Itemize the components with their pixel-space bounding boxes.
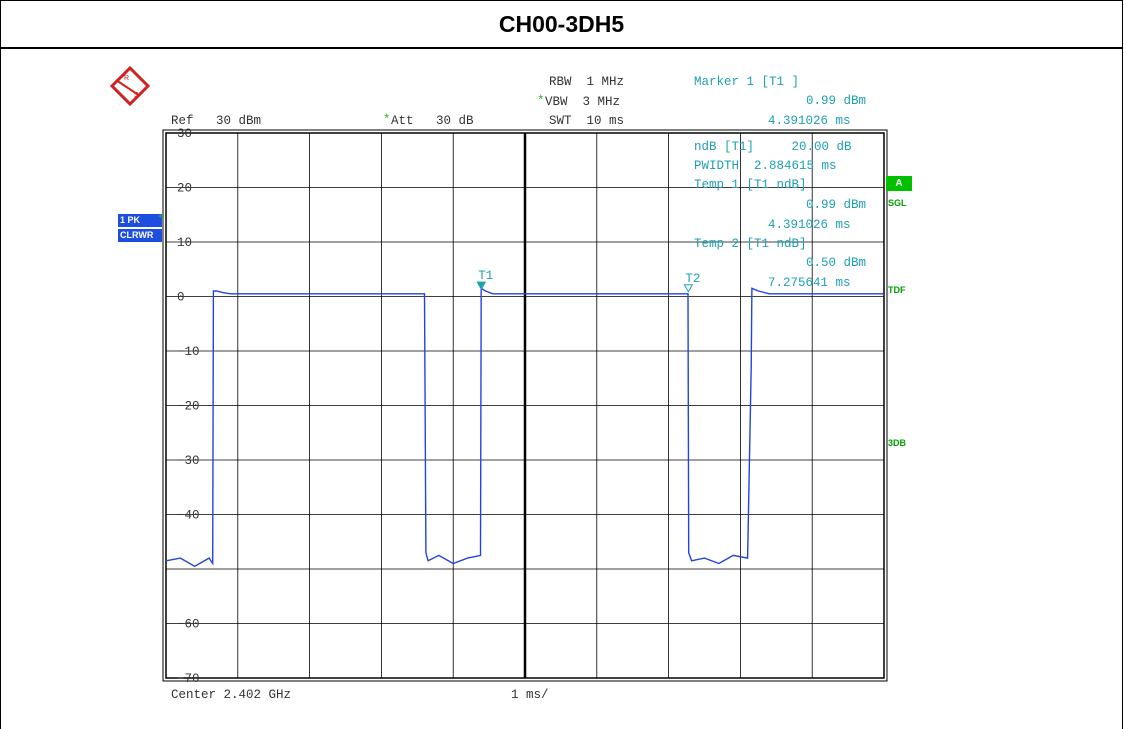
temp2-title: Temp 2 [T1 ndB] [694,237,807,251]
y-tick-label: 0 [177,291,185,305]
svg-text:R: R [124,75,129,82]
marker-level: 0.99 dBm [806,94,866,108]
y-tick-label: 20 [177,182,192,196]
temp2-time: 7.275641 ms [768,276,851,290]
ndb-line: ndB [T1] 20.00 dB [694,140,852,154]
svg-text:S: S [134,92,139,99]
pk-badge: 1 PK [118,214,162,227]
pk-star: * [158,212,164,224]
rbw: RBW 1 MHz [549,75,624,89]
clrwr-badge: CLRWR [118,229,162,242]
marker-t1-symbol [477,282,485,289]
swt: SWT 10 ms [549,114,624,128]
db3-label: 3DB [888,438,906,448]
y-tick-label: −30 [177,454,200,468]
sgl-label: SGL [888,198,907,208]
vbw-star: * [537,94,545,108]
y-tick-label: −20 [177,400,200,414]
markers-layer: T1 T2 [477,269,700,292]
attenuation: Att 30 dB [391,114,474,128]
marker-t1-label: T1 [478,269,493,283]
marker-time: 4.391026 ms [768,114,851,128]
y-tick-label: 30 [177,127,192,141]
temp1-time: 4.391026 ms [768,218,851,232]
tdf-label: TDF [888,285,906,295]
pwidth: PWIDTH 2.884615 ms [694,159,837,173]
temp1-title: Temp 1 [T1 ndB] [694,178,807,192]
marker-t2-symbol [684,285,692,292]
att-star: * [383,113,391,127]
time-per-div: 1 ms/ [511,688,549,702]
y-tick-label: 10 [177,236,192,250]
grid [163,130,887,681]
y-tick-label: −40 [177,509,200,523]
vbw: VBW 3 MHz [545,95,620,109]
rs-logo: R S [112,68,148,104]
marker-t2-label: T2 [685,272,700,286]
temp2-level: 0.50 dBm [806,256,866,270]
center-frequency: Center 2.402 GHz [171,688,291,702]
y-tick-label: −70 [177,672,200,686]
temp1-level: 0.99 dBm [806,198,866,212]
y-tick-label: −60 [177,618,200,632]
y-axis-ticks: 30 20 10 0 −10 −20 −30 −40 −60 −70 [177,127,200,686]
y-tick-label: −10 [177,345,200,359]
marker-title: Marker 1 [T1 ] [694,75,799,89]
ref-level: Ref 30 dBm [171,114,261,128]
trace-a-badge: A [886,176,912,191]
